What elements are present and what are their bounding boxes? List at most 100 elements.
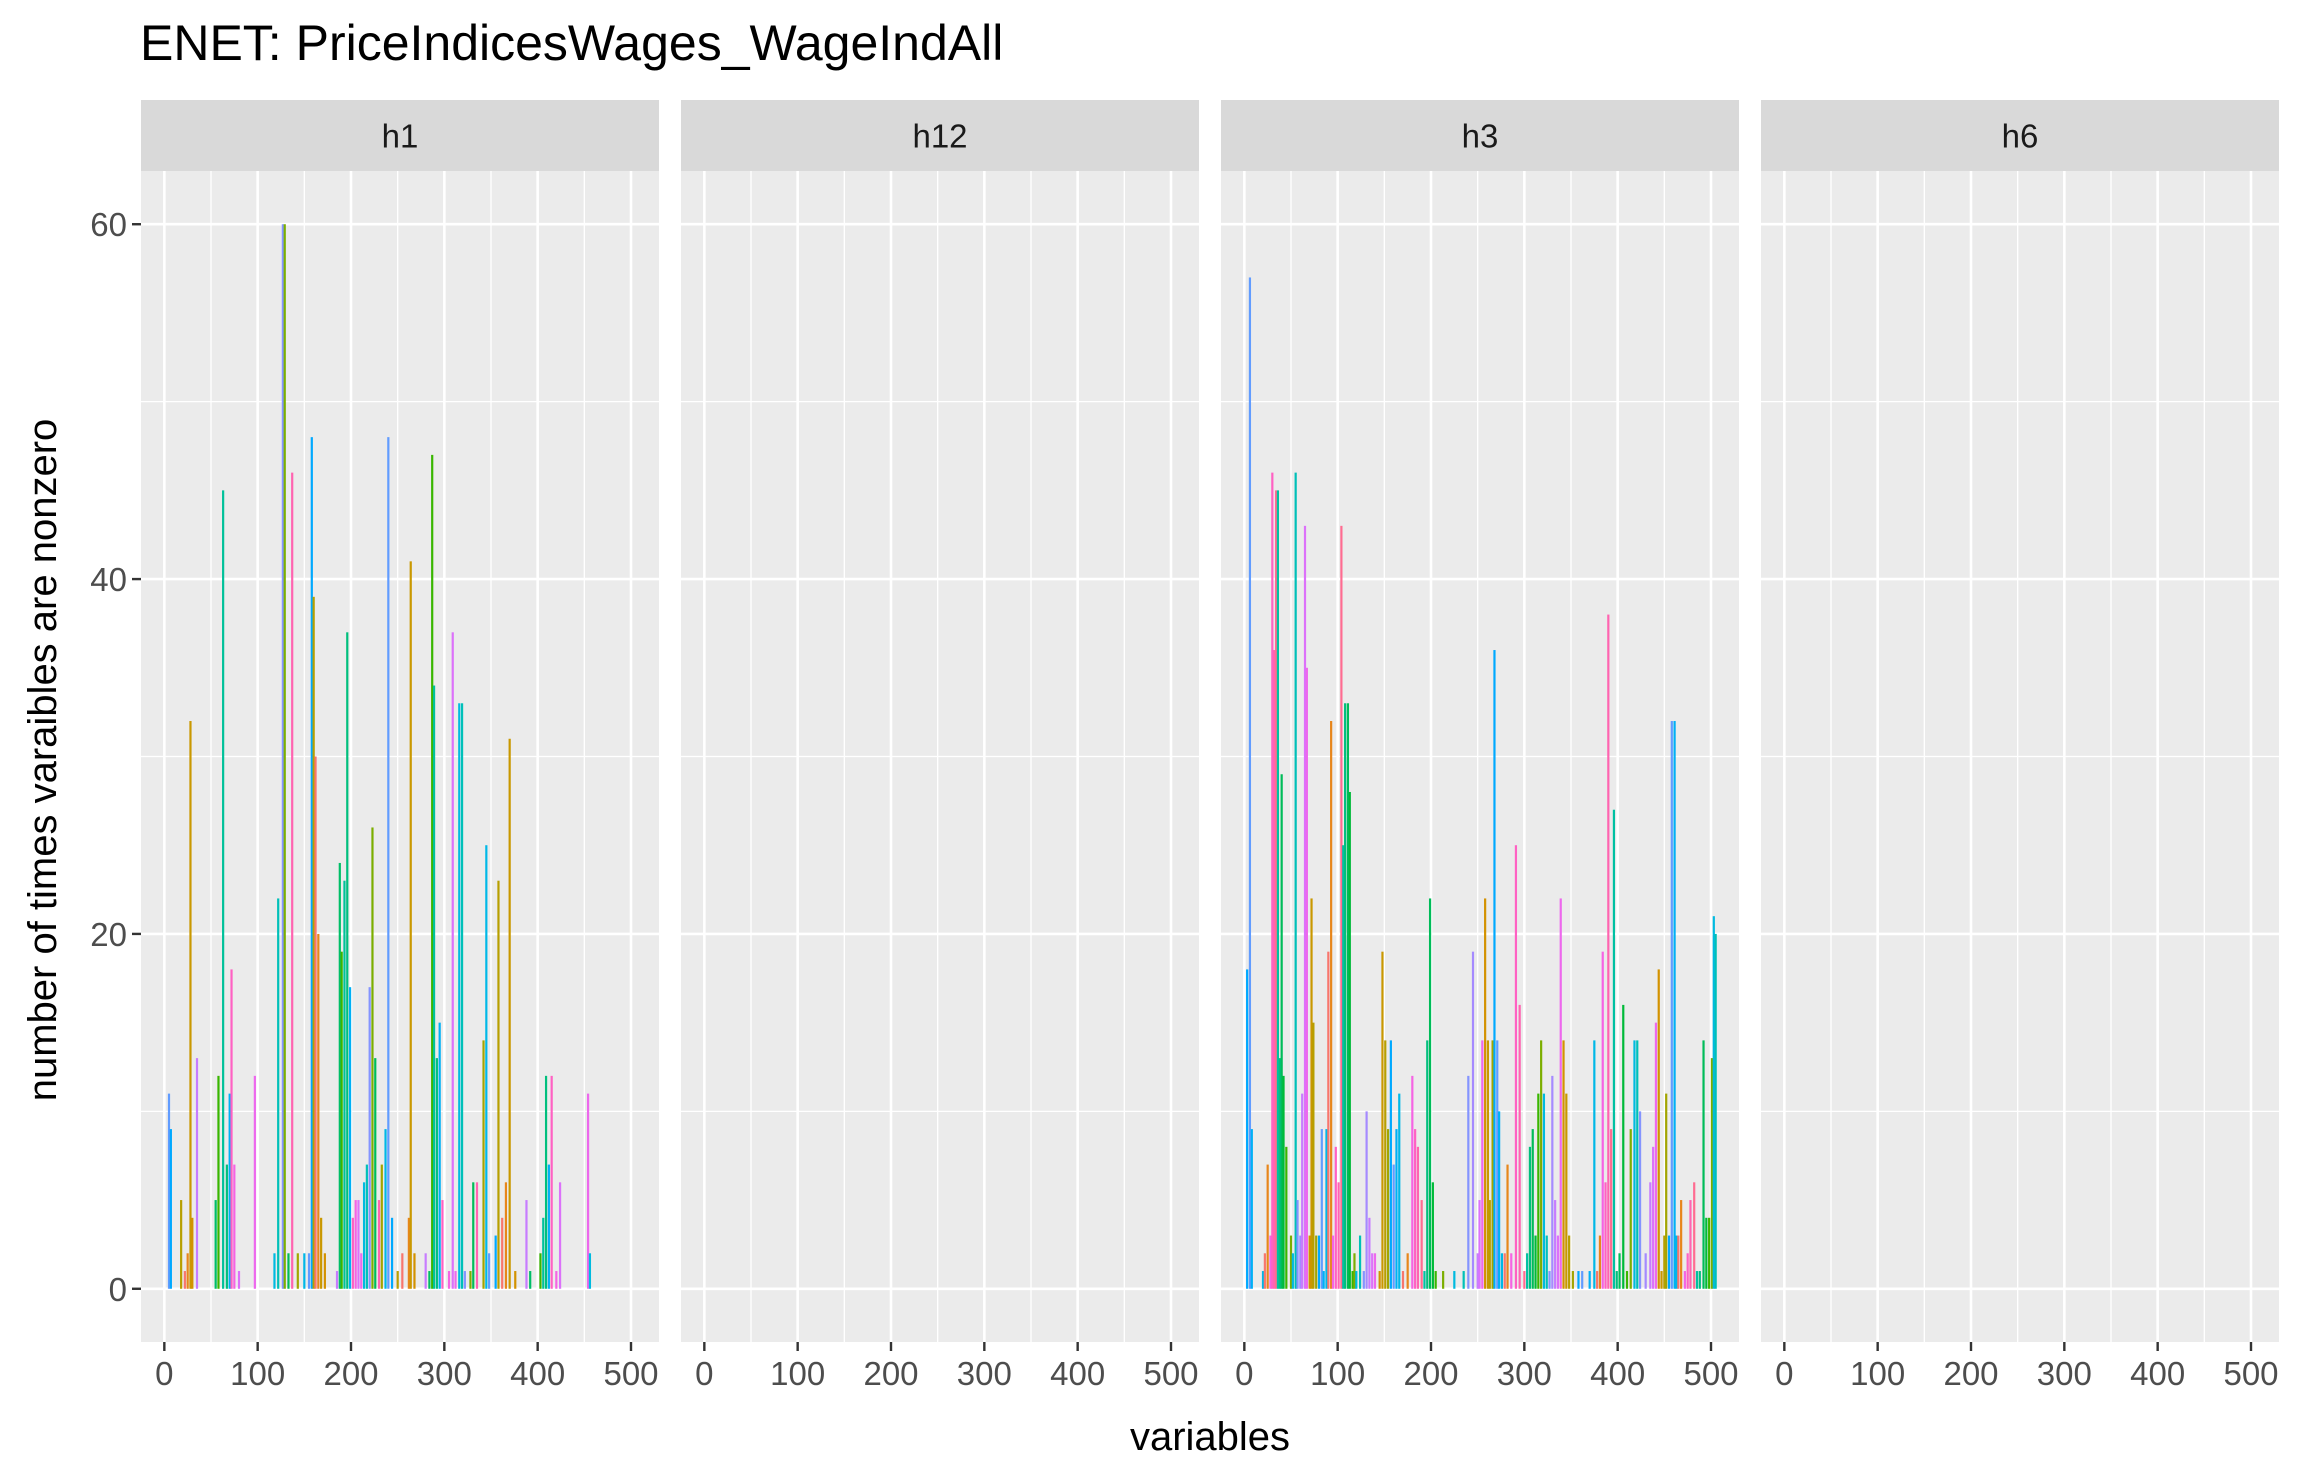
- bar: [1351, 1271, 1354, 1289]
- facet-strip-label: h6: [2002, 118, 2039, 155]
- bar: [1705, 1217, 1708, 1289]
- bar: [1491, 1040, 1494, 1289]
- bar: [1657, 969, 1660, 1289]
- bar: [1330, 721, 1333, 1289]
- bar: [441, 1200, 444, 1289]
- bar: [1315, 1235, 1318, 1289]
- bar: [1677, 1235, 1680, 1289]
- bar: [167, 1093, 171, 1289]
- bar: [1484, 898, 1487, 1289]
- bar: [1571, 1271, 1574, 1289]
- bar: [1381, 951, 1384, 1289]
- bar: [384, 1129, 387, 1289]
- bar: [1689, 1200, 1692, 1289]
- bar: [1273, 650, 1276, 1289]
- bar: [1556, 1235, 1560, 1289]
- bar: [558, 1182, 562, 1289]
- bar: [191, 1217, 194, 1289]
- bar: [189, 721, 192, 1289]
- bar: [463, 1271, 466, 1289]
- bar: [320, 1217, 323, 1289]
- facet-strip-label: h1: [382, 118, 419, 155]
- bar: [1362, 1271, 1365, 1289]
- bar: [1320, 1129, 1323, 1289]
- x-tick-label: 400: [2130, 1355, 2185, 1392]
- x-tick-label: 200: [323, 1355, 378, 1392]
- facet-panel-h6: h6 0 100 200 300 400 500: [1761, 100, 2279, 1392]
- bar: [501, 1217, 504, 1289]
- bar: [237, 1271, 241, 1289]
- bar: [1423, 1271, 1426, 1289]
- bar: [1401, 1271, 1405, 1289]
- bar: [340, 951, 343, 1289]
- bar: [1327, 951, 1330, 1289]
- bar: [1545, 1235, 1548, 1289]
- facet-panel-h3: h3 0 100 200 300 400 500: [1221, 100, 1739, 1392]
- x-tick-label: 300: [417, 1355, 472, 1392]
- bar: [497, 880, 500, 1289]
- bar: [1702, 1040, 1705, 1289]
- bar: [357, 1200, 360, 1289]
- x-tick-label: 0: [1235, 1355, 1253, 1392]
- bar: [1604, 1182, 1607, 1289]
- bar: [447, 1271, 451, 1289]
- bar: [586, 1093, 590, 1289]
- bar: [195, 1058, 199, 1289]
- bar: [1686, 1253, 1689, 1289]
- bar: [555, 1271, 558, 1289]
- bar: [1365, 1111, 1368, 1289]
- bar: [296, 1253, 299, 1289]
- bar: [1278, 1058, 1281, 1289]
- bar: [1714, 933, 1717, 1289]
- bar: [1453, 1271, 1456, 1289]
- bar: [1269, 1235, 1272, 1289]
- bar: [428, 1271, 431, 1289]
- bar: [1498, 1111, 1501, 1289]
- bar: [1654, 1022, 1658, 1289]
- bar: [588, 1253, 592, 1289]
- bar: [1434, 1271, 1437, 1289]
- bar: [1708, 1217, 1711, 1289]
- bar: [387, 437, 390, 1289]
- bar: [432, 685, 436, 1289]
- bar: [1414, 1129, 1417, 1289]
- bar: [1266, 1164, 1269, 1289]
- bar: [183, 1271, 186, 1289]
- bar: [169, 1129, 172, 1289]
- bar: [1670, 721, 1673, 1289]
- bar: [1568, 1235, 1571, 1289]
- bar: [438, 1022, 441, 1289]
- y-tick-label: 60: [90, 206, 127, 243]
- bar: [1581, 1271, 1584, 1289]
- bar: [475, 1182, 479, 1289]
- x-tick-label: 200: [1403, 1355, 1458, 1392]
- bar: [233, 1164, 236, 1289]
- bar: [1695, 1271, 1699, 1289]
- bar: [1301, 1093, 1304, 1289]
- bar: [1596, 1271, 1599, 1289]
- bar: [1462, 1271, 1465, 1289]
- x-tick-label: 500: [603, 1355, 658, 1392]
- bar: [529, 1271, 532, 1289]
- bar: [1660, 1271, 1663, 1289]
- bar: [1615, 1271, 1618, 1289]
- bar: [1406, 1253, 1409, 1289]
- bar: [1506, 1164, 1509, 1289]
- chart-title: ENET: PriceIndicesWages_WageIndAll: [140, 15, 1003, 71]
- x-tick-label: 0: [695, 1355, 713, 1392]
- bar: [1411, 1075, 1414, 1289]
- bar: [1500, 1253, 1504, 1289]
- bar: [494, 1235, 497, 1289]
- bar: [351, 1217, 354, 1289]
- bar: [542, 1217, 545, 1289]
- x-tick-label: 400: [1590, 1355, 1645, 1392]
- bar: [1305, 667, 1308, 1289]
- bar: [1299, 1235, 1302, 1289]
- bar: [371, 827, 374, 1289]
- bar: [482, 1040, 485, 1289]
- bar: [1528, 1146, 1532, 1289]
- bar: [472, 1182, 475, 1289]
- bar: [1346, 703, 1350, 1289]
- x-axis-title: variables: [1130, 1415, 1290, 1459]
